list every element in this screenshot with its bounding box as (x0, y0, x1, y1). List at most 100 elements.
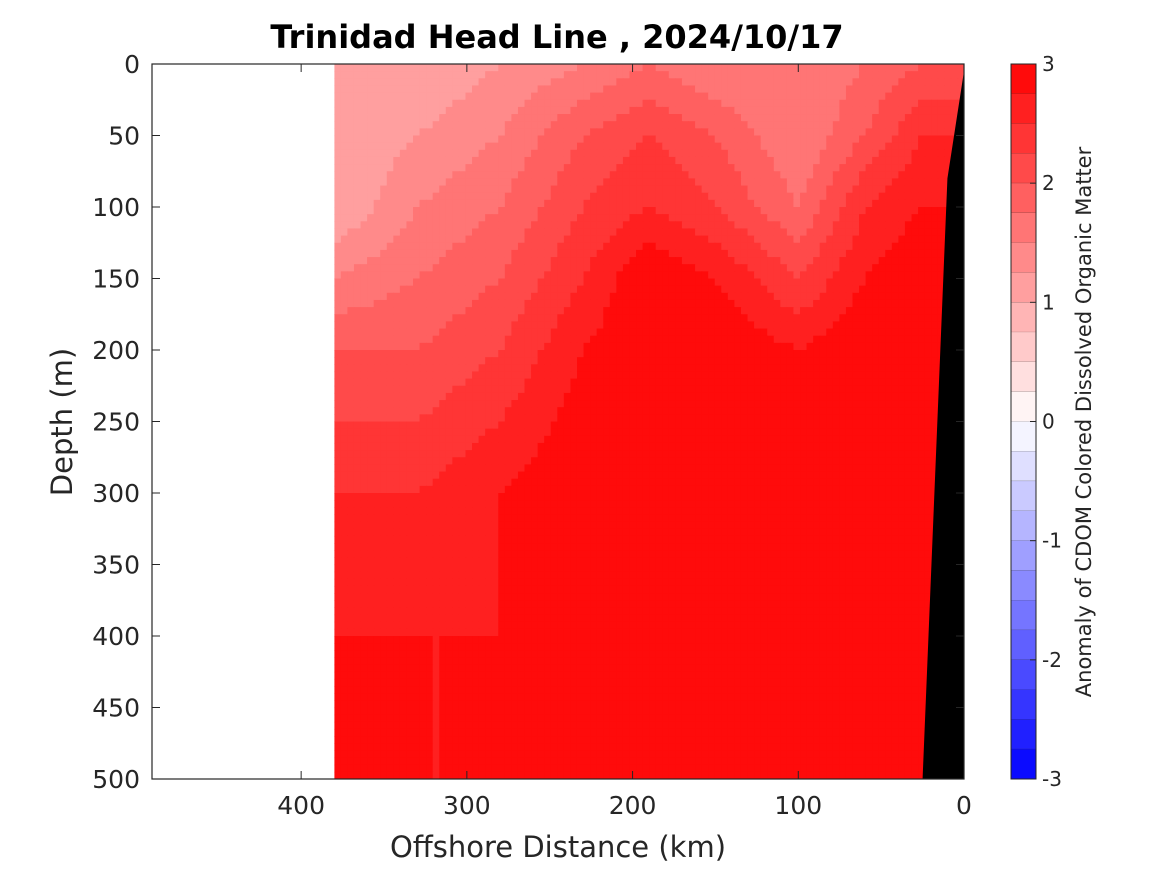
field-cell (353, 314, 362, 322)
field-cell (511, 307, 519, 315)
field-cell (642, 207, 650, 215)
field-cell (563, 78, 572, 87)
field-cell (373, 421, 381, 430)
field-cell (898, 171, 906, 179)
field-cell (557, 78, 565, 87)
field-cell (373, 171, 381, 179)
field-cell (806, 242, 814, 251)
field-cell (734, 185, 742, 194)
field-cell (662, 328, 670, 337)
field-cell (452, 228, 460, 237)
field-cell (806, 342, 814, 351)
field-cell (622, 78, 631, 87)
field-cell (891, 85, 900, 94)
field-cell (898, 249, 906, 258)
field-cell (609, 171, 617, 179)
field-cell (413, 185, 421, 194)
field-cell (832, 192, 840, 201)
field-cell (754, 364, 762, 373)
field-cell (485, 335, 493, 344)
field-cell (668, 106, 676, 115)
field-cell (865, 192, 873, 201)
field-cell (662, 214, 670, 222)
field-cell (885, 264, 893, 272)
field-cell (583, 171, 591, 179)
field-cell (478, 257, 486, 265)
field-cell (629, 242, 637, 251)
field-cell (727, 185, 736, 194)
field-cell (458, 271, 467, 280)
field-cell (596, 257, 604, 265)
field-cell (393, 128, 401, 137)
field-cell (819, 199, 827, 208)
field-cell (439, 71, 447, 79)
field-cell (708, 364, 716, 373)
field-cell (675, 299, 683, 308)
field-cell (399, 342, 408, 351)
field-cell (786, 85, 795, 94)
field-cell (406, 385, 414, 394)
field-cell (944, 149, 952, 158)
field-cell (590, 357, 598, 365)
field-cell (819, 171, 827, 179)
field-cell (681, 335, 690, 344)
field-cell (734, 249, 742, 258)
field-cell (898, 78, 906, 87)
field-cell (406, 156, 414, 165)
field-cell (642, 285, 650, 294)
field-cell (865, 264, 873, 272)
field-cell (845, 271, 854, 280)
field-cell (642, 78, 650, 87)
field-cell (478, 185, 486, 194)
field-cell (911, 228, 919, 237)
field-cell (334, 135, 342, 144)
field-cell (353, 321, 362, 330)
field-cell (491, 414, 499, 423)
field-cell (629, 85, 637, 94)
field-cell (839, 221, 847, 230)
field-cell (557, 228, 565, 237)
field-cell (616, 392, 624, 401)
field-cell (426, 257, 434, 265)
field-cell (439, 149, 447, 158)
field-cell (347, 421, 355, 430)
field-cell (570, 121, 578, 129)
field-cell (845, 400, 854, 408)
field-cell (767, 342, 775, 351)
field-cell (629, 121, 637, 129)
field-cell (445, 178, 453, 187)
field-cell (609, 178, 617, 187)
field-cell (590, 428, 598, 437)
field-cell (485, 228, 493, 237)
field-cell (924, 207, 932, 215)
field-cell (714, 214, 722, 222)
field-cell (537, 400, 545, 408)
field-cell (872, 264, 880, 272)
field-cell (734, 78, 742, 87)
field-cell (576, 371, 585, 380)
field-cell (839, 385, 847, 394)
field-cell (826, 71, 834, 79)
field-cell (793, 350, 801, 358)
field-cell (662, 121, 670, 129)
field-cell (727, 164, 736, 172)
field-cell (472, 299, 480, 308)
field-cell (714, 321, 722, 330)
field-cell (760, 364, 768, 373)
field-cell (465, 64, 473, 72)
field-cell (721, 64, 729, 72)
field-cell (793, 235, 801, 244)
field-cell (347, 435, 355, 444)
field-cell (708, 192, 716, 201)
field-cell (727, 342, 736, 351)
field-cell (334, 292, 342, 301)
field-cell (885, 78, 893, 87)
field-cell (721, 428, 729, 437)
field-cell (701, 299, 709, 308)
field-cell (419, 171, 427, 179)
field-cell (498, 249, 506, 258)
field-cell (393, 149, 401, 158)
field-cell (642, 178, 650, 187)
field-cell (898, 178, 906, 187)
field-cell (399, 142, 408, 151)
